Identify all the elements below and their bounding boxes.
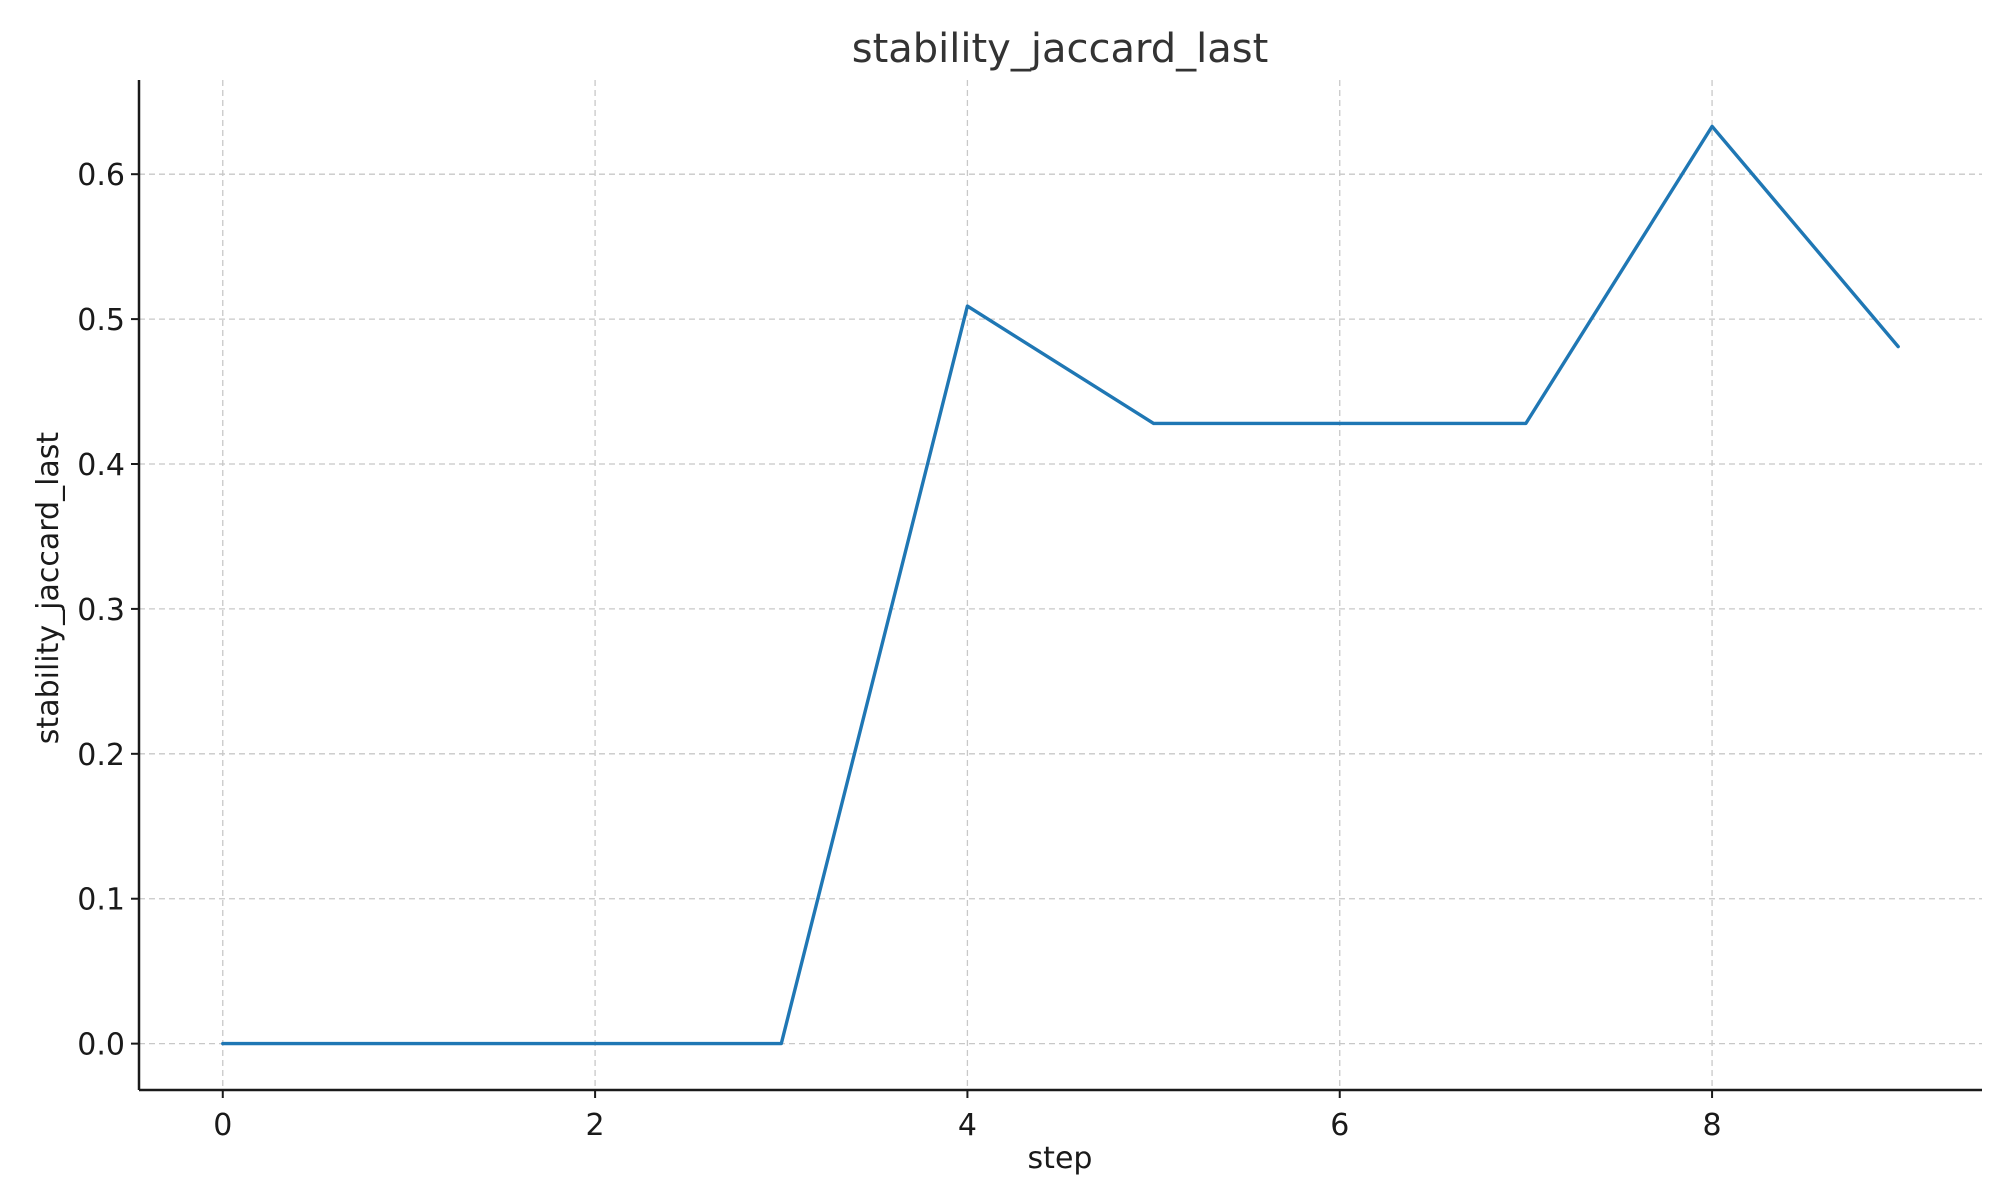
x-tick-label: 6 bbox=[1330, 1108, 1349, 1143]
y-ticks: 0.0 0.1 0.2 0.3 0.4 0.5 0.6 bbox=[77, 158, 139, 1063]
x-ticks: 0 2 4 6 8 bbox=[213, 1090, 1722, 1143]
x-tick-label: 8 bbox=[1703, 1108, 1722, 1143]
y-tick-label: 0.1 bbox=[77, 883, 125, 918]
x-tick-label: 4 bbox=[958, 1108, 977, 1143]
grid bbox=[139, 80, 1982, 1090]
y-tick-label: 0.3 bbox=[77, 593, 125, 628]
y-tick-label: 0.2 bbox=[77, 738, 125, 773]
series-layer bbox=[221, 124, 1900, 1046]
x-tick-label: 0 bbox=[213, 1108, 232, 1143]
axes bbox=[137, 80, 1982, 1092]
y-tick-label: 0.6 bbox=[77, 158, 125, 193]
y-tick-label: 0.4 bbox=[77, 448, 125, 483]
chart-title: stability_jaccard_last bbox=[852, 26, 1269, 72]
series-line bbox=[221, 124, 1900, 1046]
x-tick-label: 2 bbox=[586, 1108, 605, 1143]
y-axis-label: stability_jaccard_last bbox=[31, 432, 66, 745]
x-axis-label: step bbox=[1028, 1141, 1093, 1176]
y-tick-label: 0.0 bbox=[77, 1028, 125, 1063]
y-tick-label: 0.5 bbox=[77, 303, 125, 338]
